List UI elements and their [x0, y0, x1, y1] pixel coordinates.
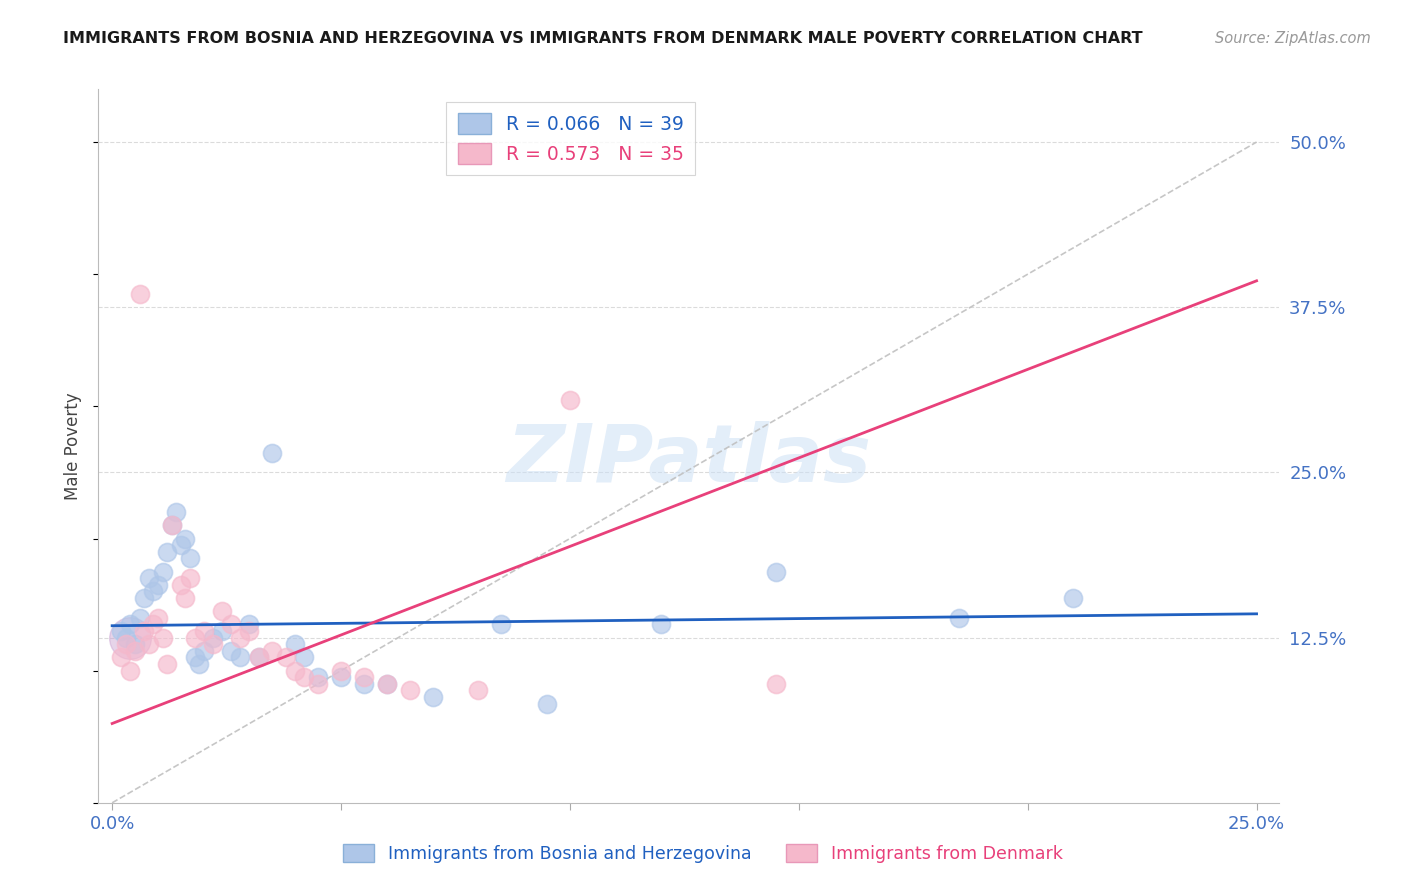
Point: [146, 578, 169, 592]
Point: [536, 697, 558, 711]
Point: [307, 677, 329, 691]
Point: [229, 631, 252, 645]
Point: [307, 670, 329, 684]
Text: ZIPatlas: ZIPatlas: [506, 421, 872, 500]
Point: [247, 650, 270, 665]
Point: [142, 584, 165, 599]
Point: [219, 644, 242, 658]
Point: [284, 637, 307, 651]
Point: [179, 551, 201, 566]
Point: [330, 670, 353, 684]
Point: [765, 565, 787, 579]
Point: [183, 631, 205, 645]
Point: [134, 591, 156, 605]
Point: [138, 637, 160, 651]
Point: [128, 287, 150, 301]
Text: Source: ZipAtlas.com: Source: ZipAtlas.com: [1215, 31, 1371, 46]
Point: [120, 617, 142, 632]
Point: [128, 611, 150, 625]
Point: [229, 650, 252, 665]
Point: [491, 617, 513, 632]
Point: [174, 591, 197, 605]
Point: [558, 392, 581, 407]
Point: [201, 637, 224, 651]
Point: [183, 650, 205, 665]
Point: [262, 644, 284, 658]
Point: [170, 578, 193, 592]
Point: [188, 657, 211, 671]
Point: [124, 644, 146, 658]
Point: [201, 631, 224, 645]
Point: [398, 683, 420, 698]
Point: [193, 624, 215, 638]
Point: [179, 571, 201, 585]
Point: [152, 565, 174, 579]
Point: [219, 617, 242, 632]
Point: [274, 650, 297, 665]
Point: [765, 677, 787, 691]
Point: [160, 518, 183, 533]
Point: [238, 617, 260, 632]
Legend: R = 0.066   N = 39, R = 0.573   N = 35: R = 0.066 N = 39, R = 0.573 N = 35: [446, 103, 696, 175]
Point: [120, 664, 142, 678]
Point: [110, 624, 132, 638]
Point: [353, 670, 375, 684]
Point: [211, 624, 233, 638]
Point: [170, 538, 193, 552]
Y-axis label: Male Poverty: Male Poverty: [65, 392, 83, 500]
Point: [165, 505, 187, 519]
Point: [156, 545, 179, 559]
Point: [146, 611, 169, 625]
Point: [650, 617, 672, 632]
Point: [467, 683, 489, 698]
Point: [115, 631, 138, 645]
Point: [160, 518, 183, 533]
Point: [247, 650, 270, 665]
Point: [294, 670, 316, 684]
Point: [262, 445, 284, 459]
Point: [422, 690, 444, 704]
Point: [134, 624, 156, 638]
Point: [330, 664, 353, 678]
Point: [156, 657, 179, 671]
Point: [120, 631, 142, 645]
Point: [193, 644, 215, 658]
Point: [174, 532, 197, 546]
Point: [1062, 591, 1084, 605]
Legend: Immigrants from Bosnia and Herzegovina, Immigrants from Denmark: Immigrants from Bosnia and Herzegovina, …: [336, 838, 1070, 870]
Text: IMMIGRANTS FROM BOSNIA AND HERZEGOVINA VS IMMIGRANTS FROM DENMARK MALE POVERTY C: IMMIGRANTS FROM BOSNIA AND HERZEGOVINA V…: [63, 31, 1143, 46]
Point: [138, 571, 160, 585]
Point: [353, 677, 375, 691]
Point: [294, 650, 316, 665]
Point: [948, 611, 970, 625]
Point: [211, 604, 233, 618]
Point: [375, 677, 398, 691]
Point: [375, 677, 398, 691]
Point: [238, 624, 260, 638]
Point: [152, 631, 174, 645]
Point: [110, 650, 132, 665]
Point: [284, 664, 307, 678]
Point: [115, 637, 138, 651]
Point: [124, 637, 146, 651]
Point: [142, 617, 165, 632]
